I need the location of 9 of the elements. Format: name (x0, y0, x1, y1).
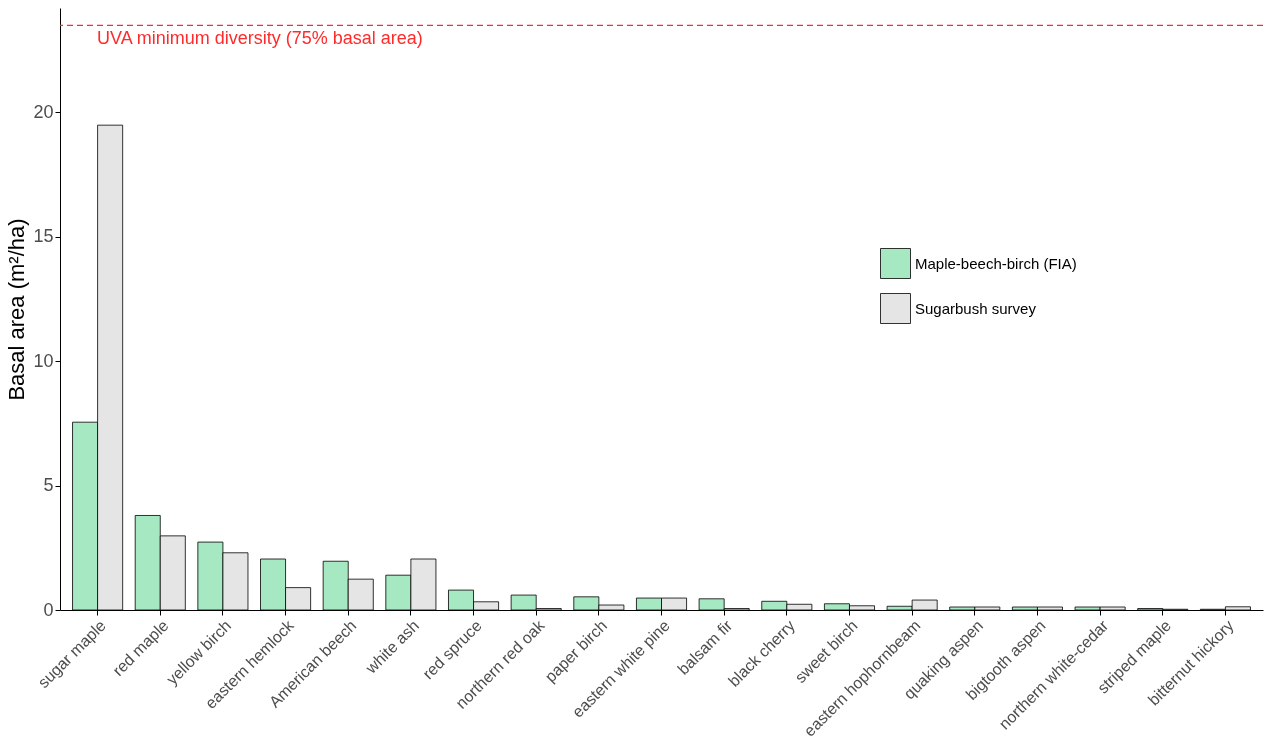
y-tick-label: 0 (43, 599, 54, 620)
y-axis-title: Basal area (m²/ha) (4, 218, 30, 401)
y-tick-label: 10 (33, 350, 54, 371)
legend-label: Maple-beech-birch (FIA) (915, 254, 1077, 272)
ref-line-label: UVA minimum diversity (75% basal area) (97, 28, 423, 49)
y-tick-label: 15 (33, 226, 54, 247)
y-tick-label: 20 (33, 101, 54, 122)
legend-label: Sugarbush survey (915, 299, 1037, 317)
y-tick-label: 5 (43, 475, 54, 496)
